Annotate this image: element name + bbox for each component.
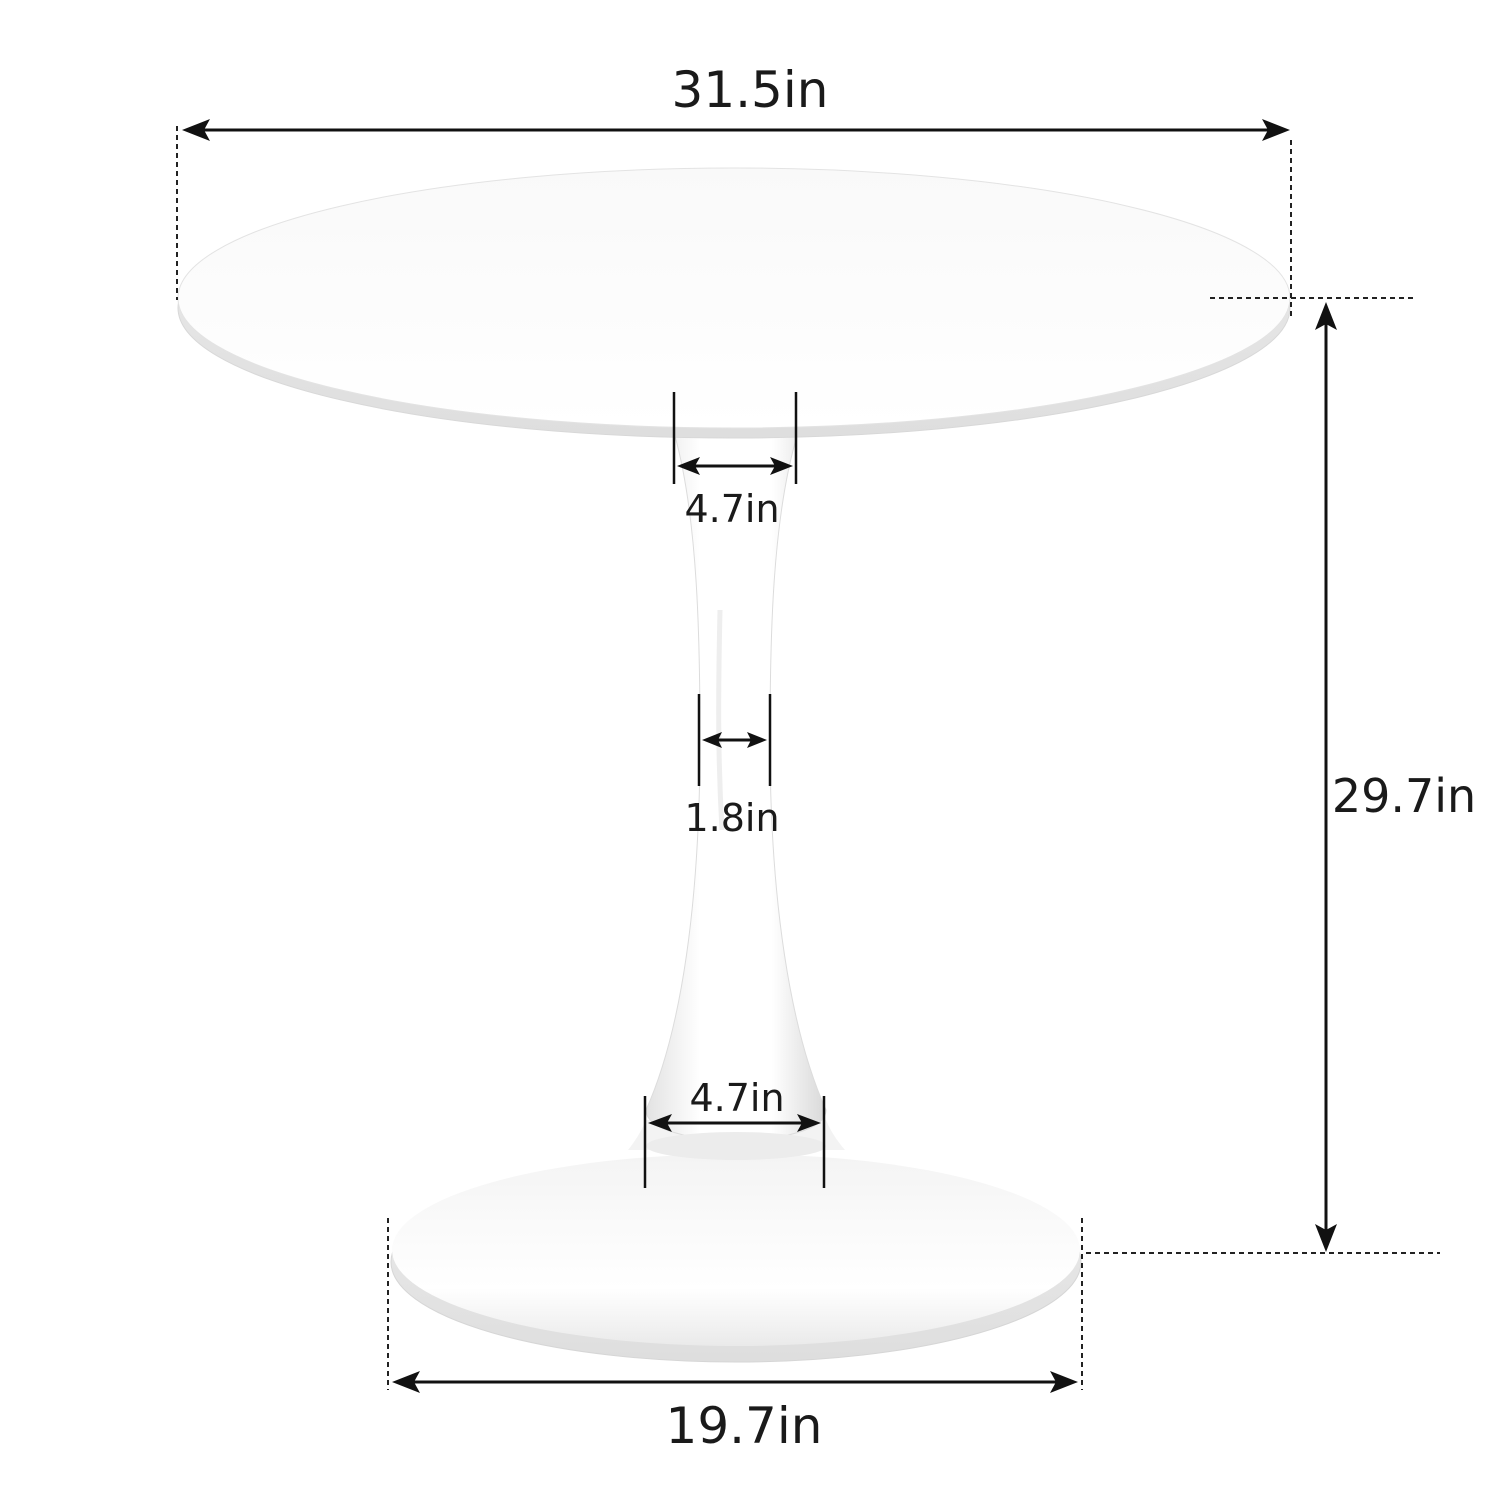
arrow-left-icon (677, 457, 700, 475)
arrow-right-icon (747, 732, 767, 748)
base-diameter-dimension: 19.7in (387, 1218, 1083, 1455)
table-top (177, 167, 1291, 439)
top-diameter-label: 31.5in (672, 61, 829, 119)
arrow-left-icon (648, 1114, 672, 1132)
overall-height-dimension: 29.7in (1086, 297, 1476, 1254)
arrow-left-icon (182, 119, 210, 141)
top-diameter-dimension: 31.5in (176, 61, 1292, 318)
pedestal-bottom-width-label: 4.7in (689, 1076, 784, 1120)
arrow-left-icon (392, 1371, 420, 1393)
table-pedestal (645, 435, 827, 1160)
pedestal-min-width-dimension: 1.8in (684, 694, 780, 840)
table-illustration (177, 167, 1291, 1363)
arrow-right-icon (1262, 119, 1290, 141)
pedestal-bottom-width-dimension: 4.7in (643, 1076, 826, 1188)
arrow-up-icon (1315, 302, 1337, 330)
arrow-left-icon (702, 732, 722, 748)
arrow-right-icon (1050, 1371, 1078, 1393)
pedestal-top-width-dimension: 4.7in (672, 392, 798, 531)
pedestal-top-width-label: 4.7in (684, 487, 779, 531)
arrow-down-icon (1315, 1224, 1337, 1252)
arrow-right-icon (797, 1114, 821, 1132)
base-diameter-label: 19.7in (666, 1397, 823, 1455)
arrow-right-icon (770, 457, 793, 475)
overall-height-label: 29.7in (1332, 769, 1476, 823)
pedestal-min-width-label: 1.8in (684, 796, 779, 840)
